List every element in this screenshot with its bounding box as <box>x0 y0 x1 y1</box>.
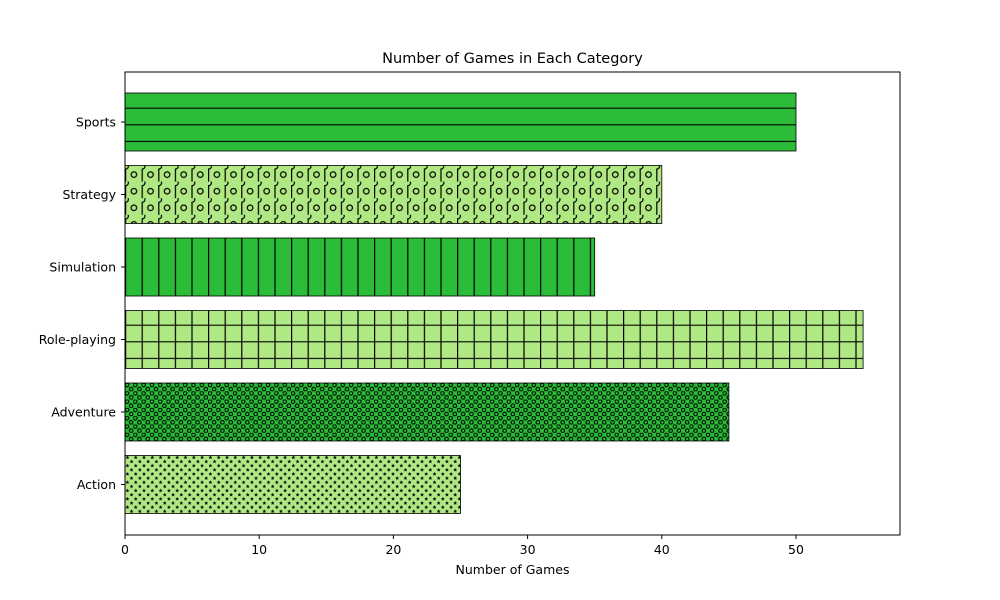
bar-strategy <box>124 165 663 224</box>
bar-hatch-strategy <box>125 165 662 224</box>
y-tick-label-action: Action <box>77 477 116 492</box>
y-tick-label-sports: Sports <box>76 115 116 130</box>
y-tick-label-simulation: Simulation <box>49 260 116 275</box>
x-tick-label-0: 0 <box>121 542 129 557</box>
bar-simulation <box>124 237 596 297</box>
x-tick-label-50: 50 <box>788 542 804 557</box>
x-axis-label: Number of Games <box>456 562 570 577</box>
x-tick-label-10: 10 <box>251 542 267 557</box>
y-tick-label-strategy: Strategy <box>62 187 116 202</box>
bar-action <box>124 455 461 514</box>
x-tick-label-40: 40 <box>654 542 670 557</box>
y-axis: Sports Strategy Simulation Role-playing Adve… <box>39 115 125 492</box>
bar-hatch-role-playing <box>125 310 864 369</box>
bar-hatch-sports <box>125 93 796 151</box>
bars-layer <box>124 92 864 514</box>
y-tick-label-adventure: Adventure <box>51 405 116 420</box>
x-tick-label-30: 30 <box>520 542 536 557</box>
bar-hatch-adventure <box>125 383 729 441</box>
bar-adventure <box>124 382 730 442</box>
x-axis: 0 10 20 30 40 50 <box>121 535 804 557</box>
bar-sports <box>124 92 797 152</box>
y-tick-label-role-playing: Role-playing <box>39 332 116 347</box>
bar-role-playing <box>124 310 864 369</box>
chart-title: Number of Games in Each Category <box>382 51 643 67</box>
bar-hatch-action <box>125 455 461 514</box>
plot-frame <box>124 71 901 536</box>
bar-hatch-simulation <box>125 238 595 296</box>
x-tick-label-20: 20 <box>385 542 401 557</box>
